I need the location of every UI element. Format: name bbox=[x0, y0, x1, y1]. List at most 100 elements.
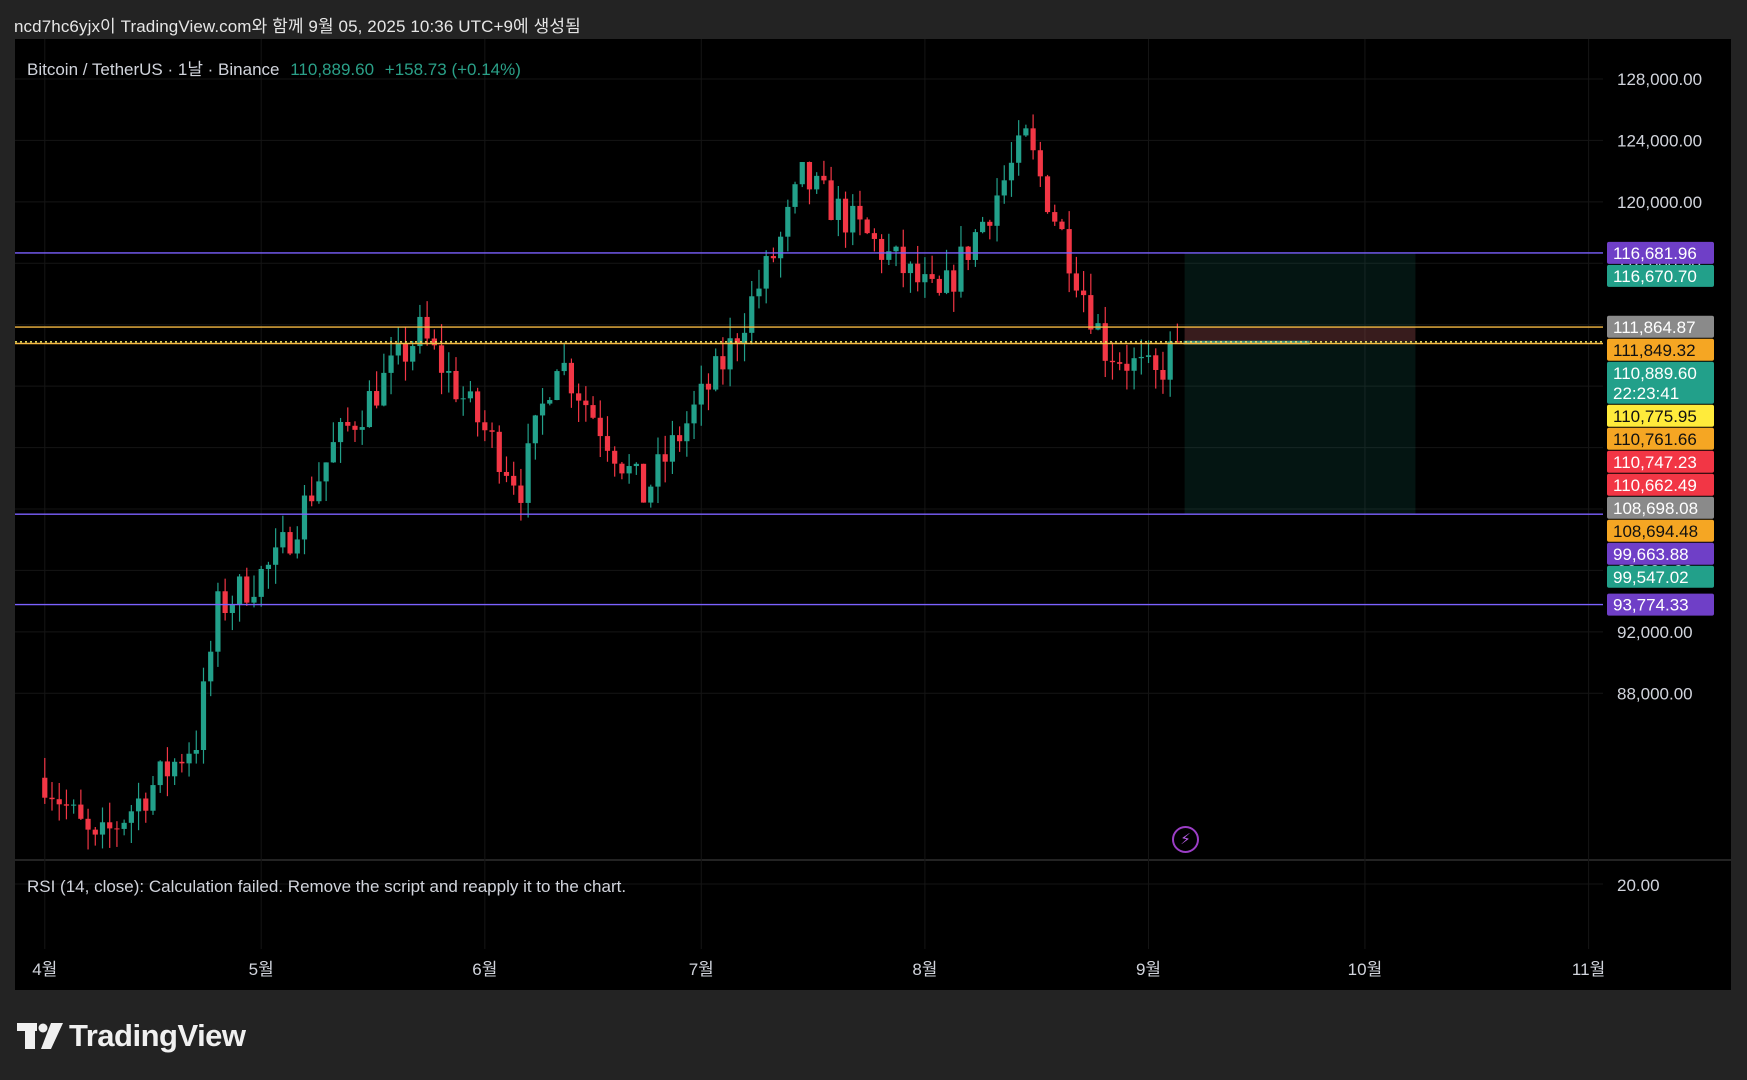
price-label-tag[interactable] bbox=[1607, 593, 1714, 616]
candle-body[interactable] bbox=[633, 463, 639, 467]
candle-body[interactable] bbox=[78, 804, 84, 819]
candle-body[interactable] bbox=[1167, 341, 1173, 380]
candle-body[interactable] bbox=[150, 785, 156, 811]
candle-body[interactable] bbox=[612, 450, 618, 464]
candle-body[interactable] bbox=[814, 175, 820, 190]
candle-body[interactable] bbox=[258, 568, 264, 597]
candle-body[interactable] bbox=[374, 391, 380, 406]
candle-body[interactable] bbox=[316, 481, 322, 502]
candle-body[interactable] bbox=[972, 232, 978, 260]
position-stop-zone[interactable] bbox=[1184, 327, 1416, 342]
candle-body[interactable] bbox=[431, 338, 437, 346]
candle-body[interactable] bbox=[179, 761, 185, 764]
candle-body[interactable] bbox=[597, 417, 603, 437]
candle-body[interactable] bbox=[381, 372, 387, 406]
candle-body[interactable] bbox=[835, 198, 841, 220]
candle-body[interactable] bbox=[590, 405, 596, 418]
candle-body[interactable] bbox=[265, 564, 272, 569]
candle-body[interactable] bbox=[1008, 162, 1015, 181]
candle-body[interactable] bbox=[410, 346, 416, 362]
candle-body[interactable] bbox=[741, 332, 748, 345]
price-label-tag[interactable] bbox=[1607, 450, 1714, 473]
candle-body[interactable] bbox=[63, 804, 70, 806]
candle-body[interactable] bbox=[172, 761, 178, 777]
candle-body[interactable] bbox=[244, 576, 250, 603]
price-label-tag[interactable] bbox=[1607, 404, 1714, 427]
candle-body[interactable] bbox=[1066, 229, 1072, 274]
candle-body[interactable] bbox=[496, 431, 502, 472]
candle-body[interactable] bbox=[720, 356, 726, 370]
candle-body[interactable] bbox=[352, 425, 358, 430]
candle-body[interactable] bbox=[915, 263, 921, 283]
candle-layer[interactable] bbox=[42, 114, 1180, 850]
candle-body[interactable] bbox=[71, 804, 77, 806]
candle-body[interactable] bbox=[539, 403, 546, 416]
candle-body[interactable] bbox=[1117, 362, 1123, 364]
candle-body[interactable] bbox=[734, 338, 740, 345]
candle-body[interactable] bbox=[727, 338, 733, 370]
candle-body[interactable] bbox=[1124, 363, 1130, 371]
candle-body[interactable] bbox=[583, 400, 589, 406]
price-label-tag[interactable] bbox=[1607, 338, 1714, 361]
candle-body[interactable] bbox=[395, 343, 401, 356]
candle-body[interactable] bbox=[489, 430, 495, 432]
candle-body[interactable] bbox=[1088, 295, 1094, 330]
candle-body[interactable] bbox=[114, 828, 120, 830]
candle-body[interactable] bbox=[475, 391, 481, 423]
candle-body[interactable] bbox=[936, 278, 942, 293]
candle-body[interactable] bbox=[662, 454, 668, 462]
candle-body[interactable] bbox=[56, 799, 62, 805]
candle-body[interactable] bbox=[359, 427, 365, 430]
chart-panel[interactable]: 4월5월6월7월8월9월10월11월132,000.00128,000.0012… bbox=[15, 39, 1731, 990]
candle-body[interactable] bbox=[799, 162, 805, 185]
candle-body[interactable] bbox=[236, 576, 243, 605]
candle-body[interactable] bbox=[907, 263, 914, 274]
candle-body[interactable] bbox=[1174, 341, 1180, 343]
candle-body[interactable] bbox=[164, 761, 171, 777]
candle-body[interactable] bbox=[576, 393, 582, 401]
candle-body[interactable] bbox=[648, 486, 654, 503]
candle-body[interactable] bbox=[987, 221, 993, 226]
candle-body[interactable] bbox=[980, 221, 986, 233]
candle-body[interactable] bbox=[438, 345, 445, 373]
candle-body[interactable] bbox=[417, 316, 423, 347]
candle-body[interactable] bbox=[713, 356, 719, 390]
candle-body[interactable] bbox=[698, 383, 704, 405]
candle-body[interactable] bbox=[157, 761, 163, 786]
candle-body[interactable] bbox=[922, 274, 928, 283]
candle-body[interactable] bbox=[677, 435, 683, 442]
candle-body[interactable] bbox=[460, 398, 466, 400]
price-label-tag[interactable] bbox=[1607, 241, 1714, 264]
candle-body[interactable] bbox=[446, 370, 452, 373]
candle-body[interactable] bbox=[778, 236, 784, 259]
candle-body[interactable] bbox=[785, 206, 791, 237]
lightning-alert-icon[interactable]: ⚡ bbox=[1172, 826, 1199, 853]
candle-body[interactable] bbox=[273, 547, 279, 565]
price-label-tag[interactable] bbox=[1607, 473, 1714, 496]
tradingview-logo[interactable]: TradingView bbox=[17, 1018, 246, 1054]
candle-body[interactable] bbox=[323, 462, 329, 482]
candle-body[interactable] bbox=[691, 404, 697, 424]
candle-body[interactable] bbox=[842, 198, 849, 233]
candle-body[interactable] bbox=[943, 270, 950, 293]
symbol-name[interactable]: Bitcoin / TetherUS · 1날 · Binance bbox=[27, 60, 280, 79]
price-label-tag[interactable] bbox=[1607, 315, 1714, 338]
candle-body[interactable] bbox=[229, 604, 235, 613]
candle-body[interactable] bbox=[821, 175, 827, 181]
candle-body[interactable] bbox=[511, 475, 517, 486]
candle-body[interactable] bbox=[42, 777, 48, 798]
candle-body[interactable] bbox=[554, 371, 560, 401]
candle-body[interactable] bbox=[1037, 150, 1043, 177]
candle-body[interactable] bbox=[366, 391, 373, 428]
candle-body[interactable] bbox=[792, 184, 798, 207]
candle-body[interactable] bbox=[669, 435, 676, 462]
candle-body[interactable] bbox=[301, 495, 308, 540]
candle-body[interactable] bbox=[85, 818, 91, 830]
candle-body[interactable] bbox=[503, 471, 510, 476]
candle-body[interactable] bbox=[1109, 360, 1116, 363]
candle-body[interactable] bbox=[1044, 176, 1051, 213]
candle-body[interactable] bbox=[900, 246, 906, 274]
candle-body[interactable] bbox=[994, 195, 1000, 226]
candle-body[interactable] bbox=[1131, 358, 1137, 371]
candle-body[interactable] bbox=[619, 463, 625, 474]
